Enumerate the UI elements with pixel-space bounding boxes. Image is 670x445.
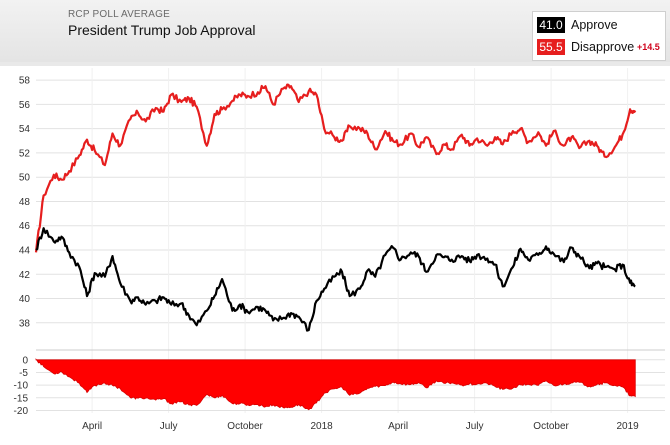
x-tick-label: October: [227, 421, 263, 432]
spread-tick-label: -20: [14, 406, 29, 417]
y-tick-label: 58: [19, 76, 31, 87]
y-tick-label: 42: [19, 270, 31, 281]
y-tick-label: 38: [19, 318, 31, 329]
y-tick-label: 44: [19, 246, 31, 257]
y-tick-label: 48: [19, 197, 31, 208]
x-tick-label: July: [160, 421, 178, 432]
y-tick-label: 46: [19, 221, 31, 232]
x-tick-label: April: [388, 421, 408, 432]
poll-average-label: RCP POLL AVERAGE: [68, 9, 170, 20]
plot-area: 38 40 42 44 46 48 50 52 54 56 58 0 -5 -10 -15 -20 April J…: [0, 66, 670, 445]
chart-title: President Trump Job Approval: [68, 22, 256, 38]
spread-tick-label: -10: [14, 381, 29, 392]
x-tick-label: October: [533, 421, 569, 432]
y-tick-label: 52: [19, 148, 31, 159]
spread-value: +14.5: [637, 42, 660, 52]
series-line-disapprove: [34, 83, 637, 253]
disapprove-label: Disapprove: [571, 40, 635, 54]
x-tick-label: April: [82, 421, 102, 432]
y-tick-label: 40: [19, 294, 31, 305]
spread-tick-label: 0: [22, 355, 28, 366]
x-tick-label: July: [466, 421, 484, 432]
chart-header: RCP POLL AVERAGE President Trump Job App…: [0, 0, 670, 62]
y-tick-label: 56: [19, 100, 31, 111]
approve-value-badge: 41.0: [537, 17, 565, 33]
x-tick-label: 2019: [616, 421, 639, 432]
approve-label: Approve: [571, 18, 618, 32]
series-line-approve: [35, 227, 636, 332]
spread-tick-label: -5: [19, 368, 28, 379]
spread-tick-label: -15: [14, 393, 29, 404]
x-tick-label: 2018: [310, 421, 333, 432]
y-tick-label: 50: [19, 173, 31, 184]
approval-chart[interactable]: 38 40 42 44 46 48 50 52 54 56 58 0 -5 -10-15 -20 April J…: [0, 66, 670, 445]
y-tick-label: 54: [19, 124, 31, 135]
disapprove-value-badge: 55.5: [537, 39, 565, 55]
spread-area: [35, 358, 636, 411]
legend-box: 41.0 Approve 55.5 Disapprove +14.5: [532, 11, 666, 61]
